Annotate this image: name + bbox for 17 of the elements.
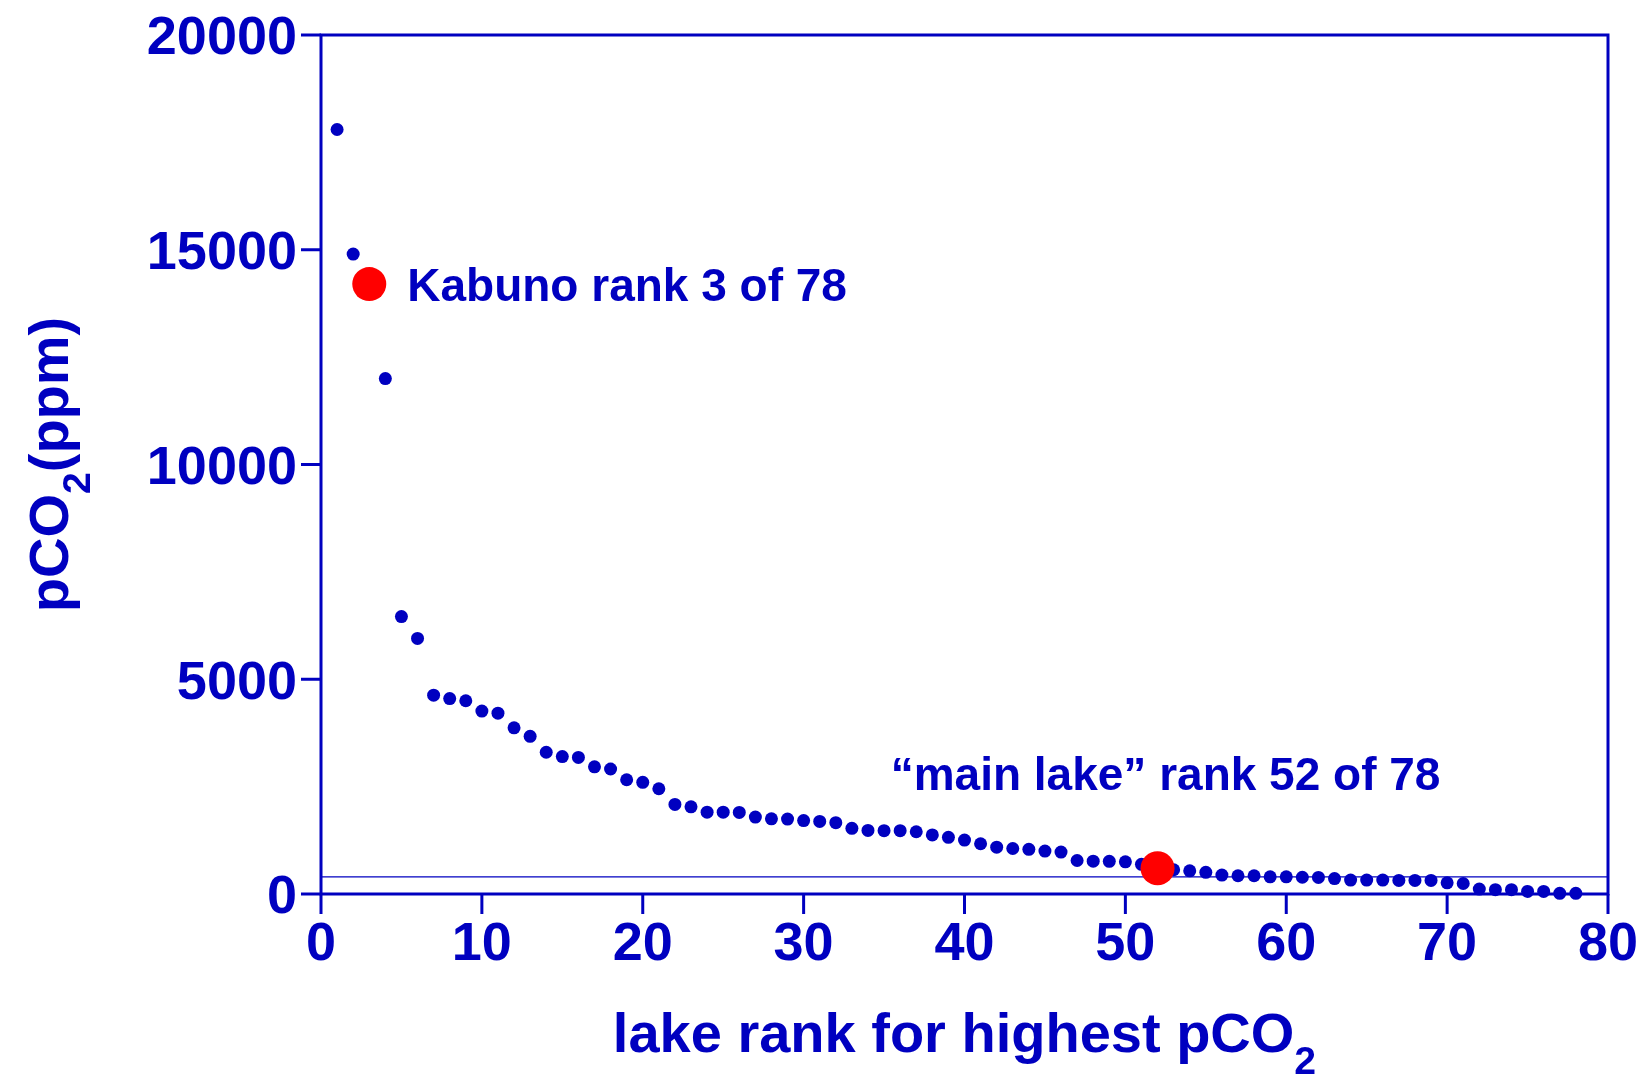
x-tick-label: 0 — [305, 911, 337, 971]
x-tick-label: 40 — [934, 911, 995, 971]
y-tick-label: 15000 — [146, 220, 297, 281]
x-tick-label: 10 — [451, 911, 512, 971]
x-tick-label: 70 — [1417, 911, 1478, 971]
x-axis-title: lake rank for highest pCO$_{2}$ — [612, 1001, 1317, 1082]
x-tick-label: 50 — [1095, 911, 1156, 971]
annotation: “main lake” rank 52 of 78 — [890, 748, 1441, 801]
y-tick-label: 0 — [266, 864, 297, 925]
y-tick-label: 10000 — [146, 434, 297, 495]
annotation: Kabuno rank 3 of 78 — [407, 258, 847, 311]
x-tick-label: 80 — [1577, 911, 1639, 971]
y-tick-label: 20000 — [146, 5, 297, 66]
y-tick-label: 5000 — [176, 649, 297, 710]
x-tick-label: 30 — [773, 911, 834, 971]
x-tick-label: 60 — [1256, 911, 1317, 971]
x-tick-label: 20 — [612, 911, 673, 971]
